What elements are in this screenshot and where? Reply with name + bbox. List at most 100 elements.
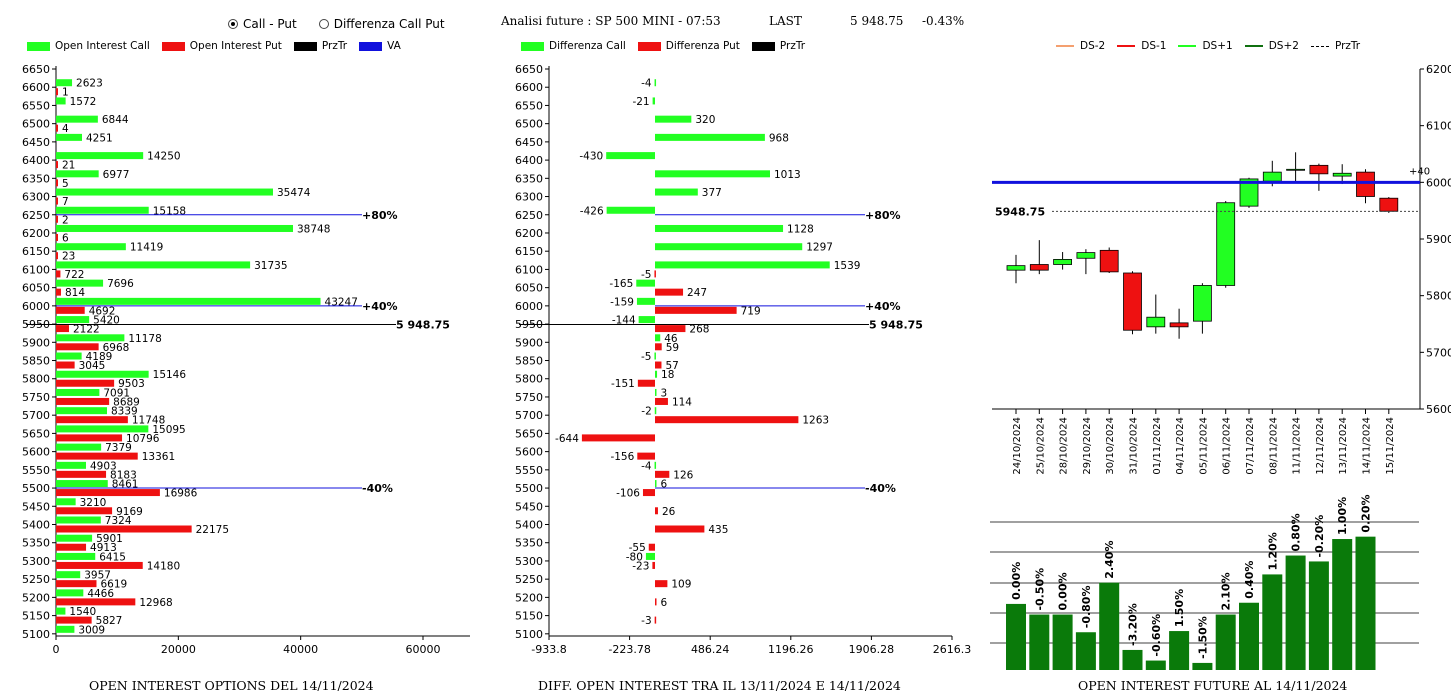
options-strike-label: 6500 [22,118,50,131]
radio-call-put-label: Call - Put [243,17,297,31]
legend-future-label-3: DS+2 [1268,40,1299,52]
options-xtick-label: 60000 [406,643,441,656]
options-call-bar [56,352,82,360]
future-date-label: 13/11/2024 [1338,417,1349,475]
legend-future-item-2: DS+1 [1178,40,1233,52]
diff-strike-label: 5100 [515,628,543,641]
candle-body [1239,178,1259,207]
options-put-value: 2122 [73,324,100,336]
diff-call-bar [654,461,657,469]
diff-call-value: -426 [580,205,604,217]
future-date-label: 06/11/2024 [1222,417,1233,475]
options-strike-label: 5400 [22,519,50,532]
diff-put-value: -23 [632,560,649,572]
options-call-bar [56,552,96,560]
options-strike-label: 5150 [22,610,50,623]
options-call-bar [56,443,102,451]
options-strike-label: 6450 [22,136,50,149]
candle-body [1356,171,1375,197]
options-strike-label: 5600 [22,446,50,459]
options-put-bar [56,270,61,278]
diff-call-bar [636,279,656,287]
options-put-value: 9503 [118,378,145,390]
radio-call-put[interactable]: Call - Put [228,17,297,31]
diff-put-bar [655,306,737,314]
diff-strike-label: 5600 [515,446,543,459]
options-put-bar [56,161,58,169]
diff-price-label: 5 948.75 [869,319,923,332]
diff-strike-label: 6600 [515,81,543,94]
options-call-bar [56,316,90,324]
options-put-value: 6 [62,232,69,244]
legend-options: Open Interest Call Open Interest Put PrzTr… [27,40,413,52]
radio-difference-call-put[interactable]: Differenza Call Put [318,17,445,31]
legend-future-label-2: DS+1 [1202,40,1233,52]
options-put-bar [56,215,58,223]
future-date-label: 24/10/2024 [1012,417,1023,475]
diff-strike-label: 5650 [515,427,543,440]
oi-bar [1215,614,1236,670]
diff-call-value: 1128 [787,223,814,235]
oi-bar-label: 1.50% [1173,589,1186,627]
options-strike-label: 5300 [22,555,50,568]
diff-va-label: -40% [865,482,896,495]
oi-bar [1308,561,1329,670]
legend-difference-label-1: Differenza Put [665,40,740,52]
future-ytick-label: 5800 [1426,290,1451,303]
options-put-bar [56,543,87,551]
future-ytick-label: 5900 [1426,233,1451,246]
options-call-bar [56,571,81,579]
options-call-value: 15146 [153,369,187,381]
diff-put-bar [642,489,656,497]
diff-put-value: 57 [665,360,678,372]
options-put-bar [56,124,58,132]
options-call-bar [56,243,126,251]
oi-bar-label: -1.50% [1196,616,1209,659]
options-put-value: 21 [62,160,75,172]
options-strike-label: 5850 [22,355,50,368]
options-put-value: 5 [62,178,69,190]
diff-strike-label: 5700 [515,409,543,422]
options-call-value: 43247 [325,296,358,308]
options-strike-label: 6150 [22,245,50,258]
diff-call-value: -21 [632,96,649,108]
options-put-value: 9169 [116,506,143,518]
candle-body [1309,164,1329,175]
oi-bar-label: 2.40% [1103,541,1116,579]
diff-call-bar [652,97,656,105]
options-put-value: 16986 [164,488,198,500]
options-strike-label: 6050 [22,282,50,295]
legend-future-item-0: DS-2 [1056,40,1105,52]
oi-bar-label: 1.20% [1266,532,1279,570]
options-put-value: 13361 [142,451,175,463]
options-call-bar [56,534,93,542]
options-call-bar [56,370,149,378]
legend-future-item-3: DS+2 [1244,40,1299,52]
diff-put-bar [655,343,662,351]
diff-strike-label: 6000 [515,300,543,313]
oi-bar-label: -0.50% [1033,568,1046,611]
options-call-bar [56,97,66,105]
legend-future-label-0: DS-2 [1080,40,1106,52]
diff-call-bar [655,243,803,251]
options-put-bar [56,397,110,405]
options-put-bar [56,252,58,260]
candle-body [1053,258,1072,265]
diff-strike-label: 6300 [515,191,543,204]
diff-call-bar [655,480,657,488]
legend-difference-item-1: Differenza Put [637,40,740,52]
diff-xtick-label: 1906.28 [849,643,895,656]
diff-strike-label: 6550 [515,99,543,112]
candle-body [1379,197,1399,212]
last-label: LAST [769,14,802,28]
diff-call-value: 1539 [834,260,861,272]
options-strike-label: 6000 [22,300,50,313]
legend-options-swatch-3 [359,41,383,51]
options-call-value: 1540 [69,606,96,618]
diff-call-bar [606,206,656,214]
diff-put-value: 109 [671,579,691,591]
future-date-label: 25/10/2024 [1035,417,1046,475]
mode-selector: Call - Put Differenza Call Put [228,14,467,34]
options-call-value: 8339 [111,406,138,418]
